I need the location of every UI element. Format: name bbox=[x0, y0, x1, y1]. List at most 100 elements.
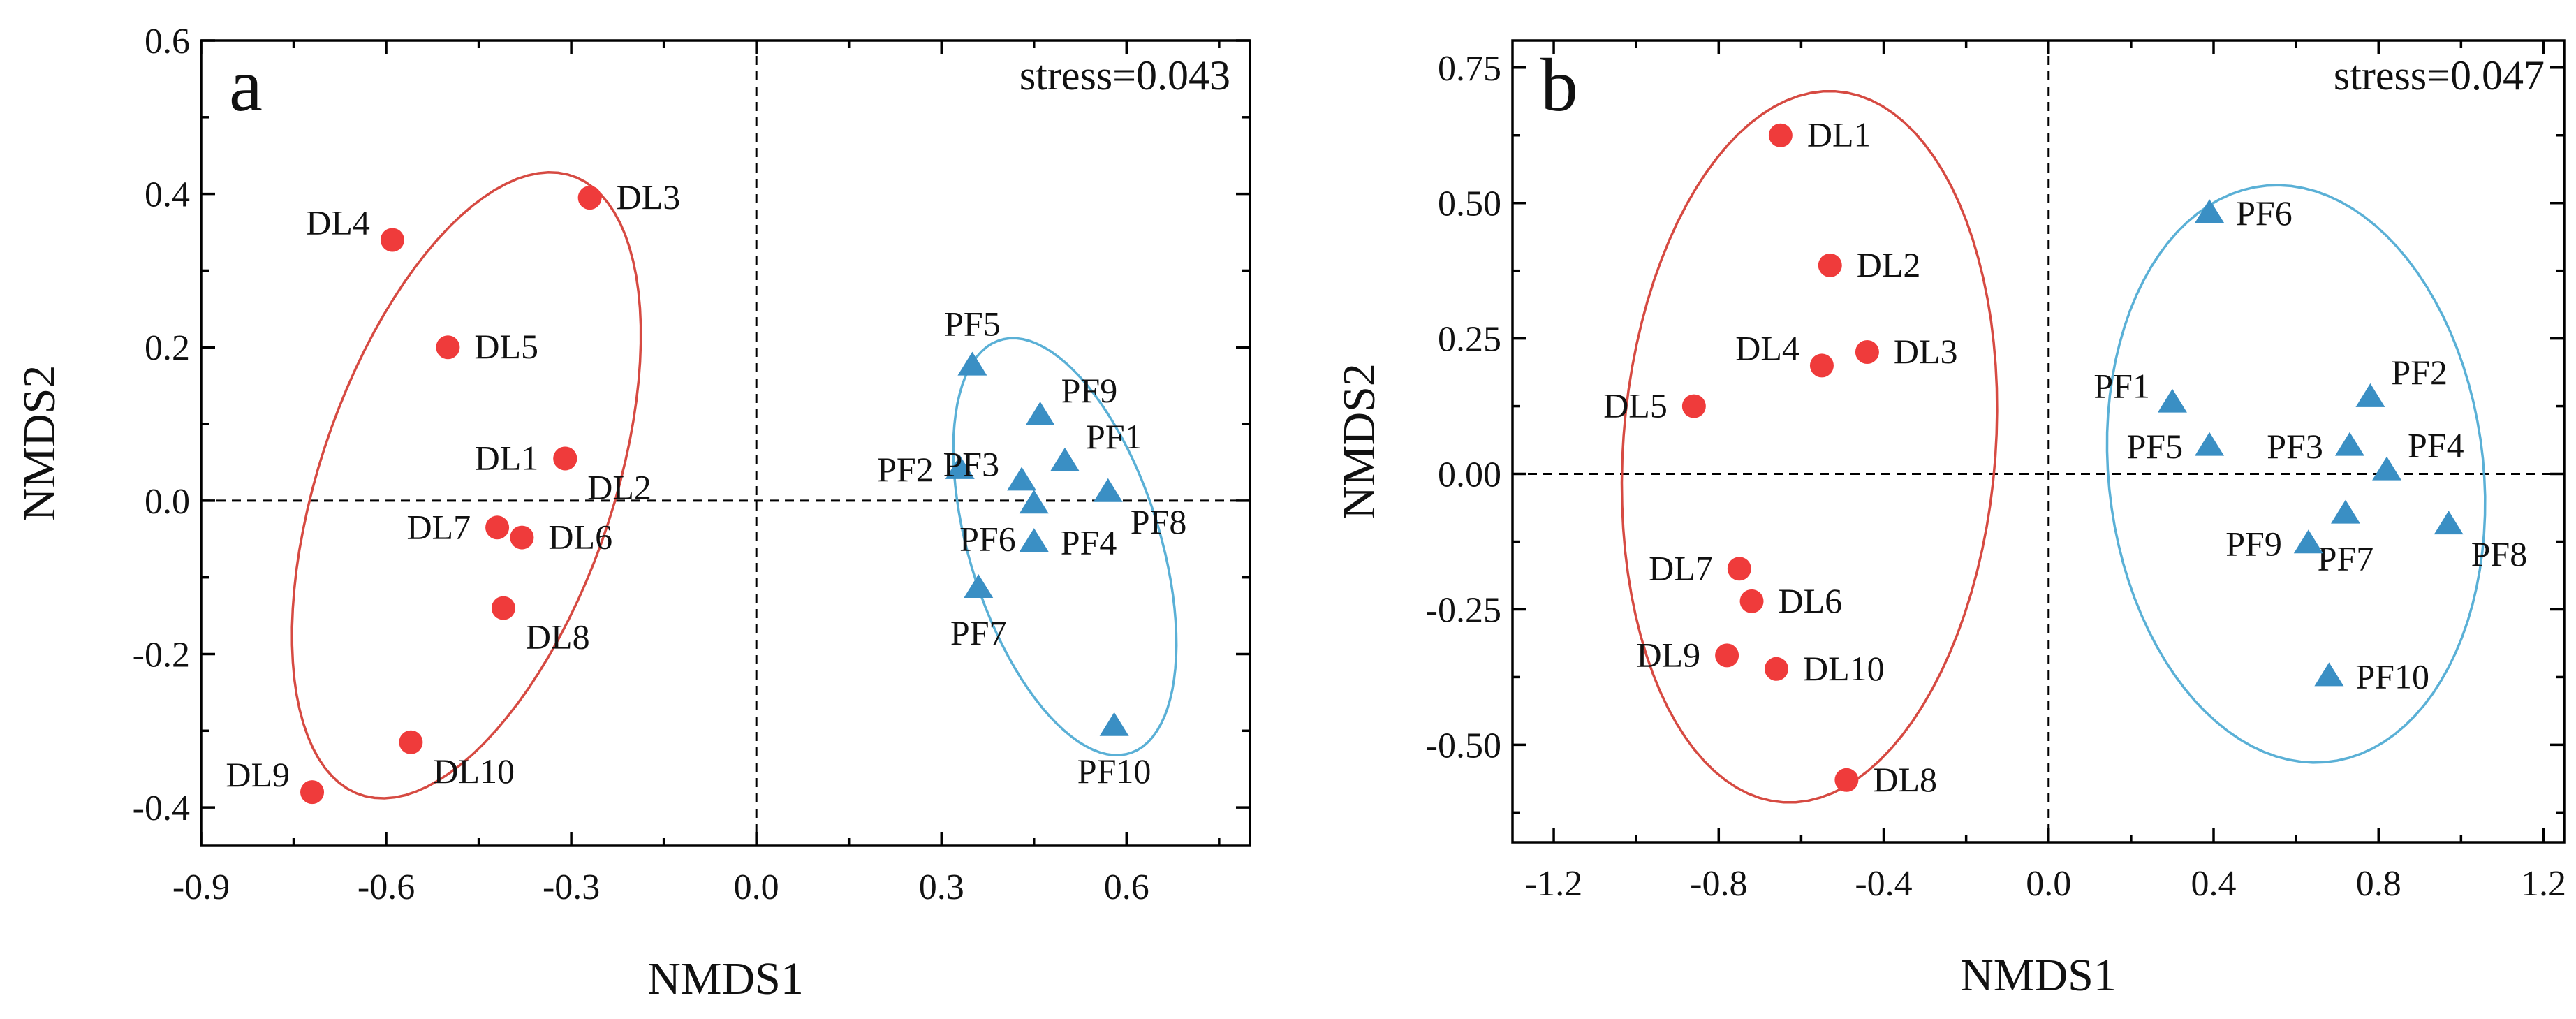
marker-pf5 bbox=[957, 351, 987, 376]
x-tick-label: 1.2 bbox=[2521, 864, 2566, 904]
y-tick-label: -0.2 bbox=[133, 635, 190, 675]
confidence-ellipse-pf bbox=[2105, 184, 2487, 764]
marker-pf9 bbox=[2293, 529, 2323, 554]
marker-pf7 bbox=[2330, 499, 2360, 524]
y-tick-label: 0.4 bbox=[145, 175, 190, 215]
x-tick-label: -0.6 bbox=[358, 867, 415, 907]
x-tick-label: 0.6 bbox=[1104, 867, 1149, 907]
point-label-pf7: PF7 bbox=[2318, 539, 2374, 578]
marker-pf4 bbox=[2372, 456, 2402, 481]
point-label-dl10: DL10 bbox=[433, 752, 515, 791]
point-label-pf5: PF5 bbox=[944, 305, 1001, 344]
marker-pf6 bbox=[2195, 199, 2225, 223]
marker-dl5 bbox=[1681, 394, 1706, 418]
marker-pf4 bbox=[1019, 528, 1049, 552]
marker-pf9 bbox=[1025, 401, 1055, 425]
point-label-pf4: PF4 bbox=[1061, 522, 1117, 562]
y-tick-label: 0.75 bbox=[1438, 49, 1501, 89]
marker-dl3 bbox=[1855, 340, 1879, 365]
marker-dl8 bbox=[1834, 768, 1859, 792]
marker-pf3 bbox=[1007, 467, 1037, 491]
confidence-ellipse-dl bbox=[290, 171, 642, 800]
marker-dl6 bbox=[510, 525, 534, 550]
marker-pf10 bbox=[2314, 662, 2344, 687]
marker-pf8 bbox=[1093, 478, 1123, 502]
plot-frame bbox=[1511, 39, 2566, 844]
y-axis-title: NMDS2 bbox=[1334, 363, 1385, 520]
point-label-dl10: DL10 bbox=[1803, 649, 1885, 688]
marker-pf5 bbox=[2195, 432, 2225, 456]
point-label-dl4: DL4 bbox=[1735, 328, 1799, 367]
point-label-pf7: PF7 bbox=[950, 613, 1007, 652]
marker-pf8 bbox=[2434, 511, 2464, 535]
y-tick-label: 0.0 bbox=[145, 482, 190, 522]
marker-dl7 bbox=[1727, 557, 1751, 581]
marker-dl4 bbox=[380, 228, 404, 252]
x-axis-title: NMDS1 bbox=[1960, 950, 2117, 1001]
marker-dl9 bbox=[300, 780, 325, 805]
panel-letter: a bbox=[229, 44, 263, 127]
point-label-dl7: DL7 bbox=[406, 507, 471, 546]
point-label-dl5: DL5 bbox=[1603, 386, 1668, 425]
point-label-pf10: PF10 bbox=[2355, 657, 2429, 696]
y-axis-title: NMDS2 bbox=[14, 365, 65, 522]
point-label-dl4: DL4 bbox=[306, 203, 370, 242]
point-label-pf2: PF2 bbox=[877, 450, 934, 489]
marker-dl8 bbox=[491, 596, 515, 620]
marker-pf2 bbox=[945, 455, 975, 479]
y-tick-label: 0.6 bbox=[145, 22, 190, 61]
x-axis-title: NMDS1 bbox=[647, 953, 804, 1004]
y-tick-label: -0.4 bbox=[133, 789, 190, 828]
point-label-pf8: PF8 bbox=[2471, 534, 2528, 573]
point-label-pf8: PF8 bbox=[1131, 502, 1187, 541]
point-label-pf4: PF4 bbox=[2408, 426, 2464, 465]
x-tick-label: -0.8 bbox=[1690, 864, 1747, 904]
point-label-pf1: PF1 bbox=[1086, 417, 1142, 456]
marker-pf7 bbox=[964, 574, 994, 599]
point-label-pf3: PF3 bbox=[943, 444, 999, 483]
panel-letter: b bbox=[1540, 44, 1578, 127]
x-tick-label: -0.4 bbox=[1855, 864, 1912, 904]
marker-pf1 bbox=[2157, 388, 2187, 413]
point-label-pf9: PF9 bbox=[1061, 371, 1118, 410]
point-label-dl6: DL6 bbox=[548, 518, 612, 557]
x-tick-label: -0.9 bbox=[172, 867, 230, 907]
marker-dl2 bbox=[553, 446, 577, 471]
point-label-pf1: PF1 bbox=[2093, 367, 2150, 406]
marker-pf2 bbox=[2355, 383, 2385, 407]
marker-pf1 bbox=[1050, 447, 1080, 471]
point-label-dl6: DL6 bbox=[1779, 581, 1843, 620]
stress-annotation: stress=0.043 bbox=[1020, 52, 1230, 98]
point-label-pf6: PF6 bbox=[959, 519, 1016, 558]
point-label-pf3: PF3 bbox=[2267, 427, 2323, 466]
y-tick-label: 0.25 bbox=[1438, 320, 1501, 360]
marker-dl6 bbox=[1739, 589, 1764, 613]
marker-dl4 bbox=[1809, 353, 1834, 378]
point-label-dl3: DL3 bbox=[1894, 332, 1958, 371]
x-tick-label: 0.4 bbox=[2191, 864, 2237, 904]
marker-dl5 bbox=[436, 335, 460, 360]
point-label-dl7: DL7 bbox=[1649, 548, 1713, 587]
panel-b: -1.2 -0.8 -0.4 0.0 0.4 0.8 1.2 -0.50 -0.25 0.00 0.… bbox=[1334, 39, 2566, 1001]
point-label-dl9: DL9 bbox=[1636, 635, 1700, 674]
x-tick-label: -0.3 bbox=[543, 867, 600, 907]
marker-dl3 bbox=[577, 186, 602, 210]
y-tick-label: -0.25 bbox=[1426, 590, 1501, 630]
plot-frame bbox=[200, 39, 1251, 847]
x-tick-label: 0.8 bbox=[2356, 864, 2401, 904]
stress-annotation: stress=0.047 bbox=[2334, 52, 2545, 98]
point-label-pf9: PF9 bbox=[2225, 524, 2282, 563]
y-tick-label: 0.50 bbox=[1438, 184, 1501, 224]
marker-dl2 bbox=[1818, 253, 1842, 277]
point-label-pf5: PF5 bbox=[2126, 427, 2183, 466]
x-tick-label: 0.0 bbox=[734, 867, 779, 907]
marker-dl10 bbox=[399, 730, 423, 754]
y-tick-label: -0.50 bbox=[1426, 726, 1501, 765]
point-label-dl8: DL8 bbox=[1873, 760, 1937, 799]
marker-pf6 bbox=[1019, 490, 1049, 514]
point-label-dl3: DL3 bbox=[617, 177, 681, 217]
marker-dl7 bbox=[485, 515, 510, 540]
point-label-dl5: DL5 bbox=[474, 327, 538, 366]
point-label-pf2: PF2 bbox=[2391, 353, 2448, 392]
panel-a: -0.9 -0.6 -0.3 0.0 0.3 0.6 -0.4 -0.2 0.0 0.2 0.4 0.… bbox=[14, 22, 1251, 1004]
